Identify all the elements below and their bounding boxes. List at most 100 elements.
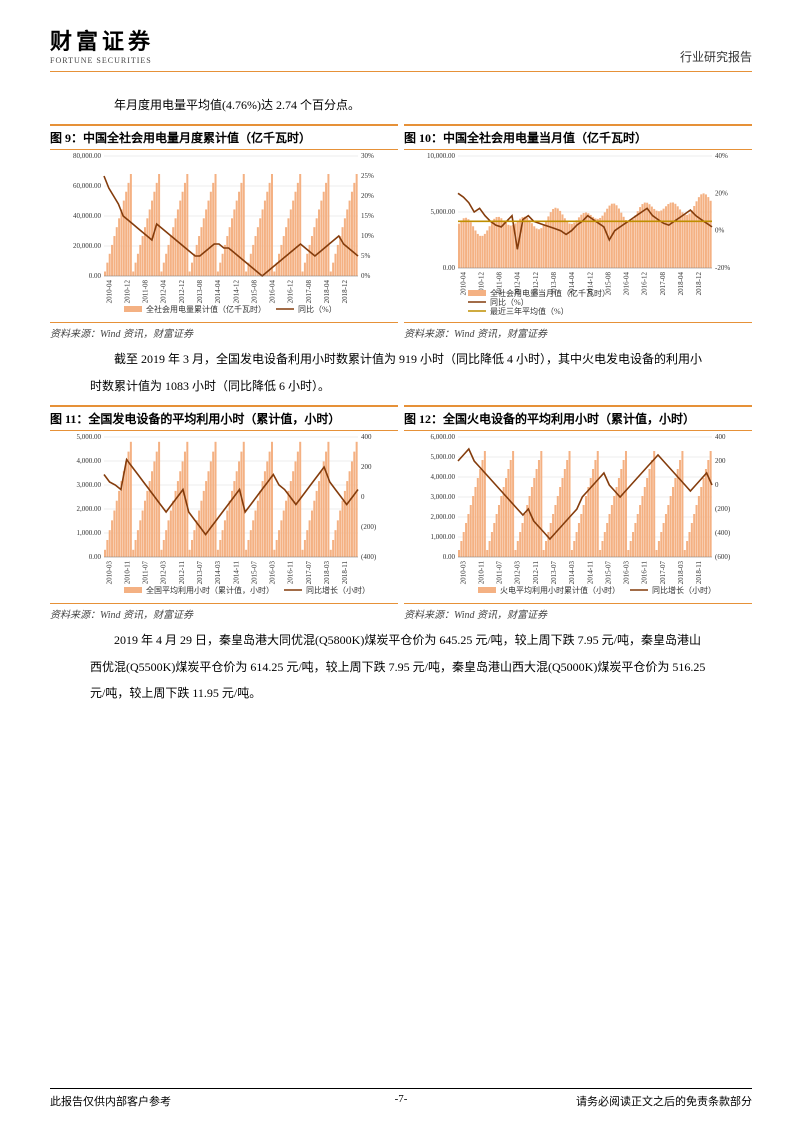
svg-text:5,000.00: 5,000.00 [431, 453, 456, 461]
svg-text:2015-07: 2015-07 [250, 561, 258, 585]
svg-text:200: 200 [715, 457, 726, 465]
svg-text:2012-11: 2012-11 [532, 561, 540, 585]
svg-text:2016-03: 2016-03 [623, 561, 631, 585]
svg-text:1,000.00: 1,000.00 [77, 529, 102, 537]
svg-text:3,000.00: 3,000.00 [431, 493, 456, 501]
svg-text:10,000.00: 10,000.00 [427, 152, 456, 160]
svg-text:15%: 15% [361, 212, 374, 220]
svg-text:4,000.00: 4,000.00 [431, 473, 456, 481]
page-footer: 此报告仅供内部客户参考 -7- 请务必阅读正文之后的免责条款部分 [50, 1088, 752, 1109]
svg-text:2,000.00: 2,000.00 [431, 513, 456, 521]
svg-text:2016-03: 2016-03 [269, 561, 277, 585]
svg-text:60,000.00: 60,000.00 [73, 182, 102, 190]
fig12-source: 资料来源：Wind 资讯，财富证券 [404, 603, 752, 621]
fig10-block: 图 10：中国全社会用电量当月值（亿千瓦时） 0.00 5,000.00 10,00… [404, 124, 752, 340]
fig12-title: 图 12：全国火电设备的平均利用小时（累计值，小时） [404, 405, 752, 431]
svg-text:(400): (400) [715, 529, 731, 537]
svg-text:0%: 0% [715, 227, 725, 235]
svg-text:2017-07: 2017-07 [659, 561, 667, 585]
svg-text:同比（%）: 同比（%） [490, 297, 529, 307]
svg-text:2013-08: 2013-08 [196, 280, 204, 304]
svg-text:(400): (400) [361, 553, 377, 561]
svg-text:(200): (200) [715, 505, 731, 513]
svg-text:2011-07: 2011-07 [142, 561, 150, 585]
svg-text:2012-04: 2012-04 [160, 280, 168, 304]
svg-text:20,000.00: 20,000.00 [73, 242, 102, 250]
svg-text:2010-03: 2010-03 [459, 561, 467, 585]
fig-row-2: 图 11：全国发电设备的平均利用小时（累计值，小时） 0.001,000.002… [50, 405, 752, 621]
svg-text:2010-04: 2010-04 [459, 272, 467, 296]
svg-text:10%: 10% [361, 232, 374, 240]
svg-text:2018-03: 2018-03 [677, 561, 685, 585]
intro-text-1: 年月度用电量平均值(4.76%)达 2.74 个百分点。 [50, 92, 752, 118]
svg-text:40%: 40% [715, 152, 728, 160]
fig-row-1: 图 9：中国全社会用电量月度累计值（亿千瓦时） 0.00 20,000.00 40,… [50, 124, 752, 340]
footer-right: 请务必阅读正文之后的免责条款部分 [576, 1093, 752, 1109]
fig10-chart: 0.005,000.0010,000.00-20%0%20%40%2010-04… [404, 150, 752, 320]
svg-text:2015-08: 2015-08 [250, 280, 258, 304]
svg-text:(600): (600) [715, 553, 731, 561]
svg-text:2014-03: 2014-03 [214, 561, 222, 585]
svg-text:2014-11: 2014-11 [586, 561, 594, 585]
svg-text:2018-12: 2018-12 [341, 280, 349, 304]
fig9-title: 图 9：中国全社会用电量月度累计值（亿千瓦时） [50, 124, 398, 150]
fig12-chart: 0.001,000.002,000.003,000.004,000.005,00… [404, 431, 752, 601]
fig10-title: 图 10：中国全社会用电量当月值（亿千瓦时） [404, 124, 752, 150]
svg-text:2014-04: 2014-04 [214, 280, 222, 304]
svg-text:5,000.00: 5,000.00 [77, 433, 102, 441]
svg-text:2010-03: 2010-03 [105, 561, 113, 585]
svg-text:3,000.00: 3,000.00 [77, 481, 102, 489]
svg-text:40,000.00: 40,000.00 [73, 212, 102, 220]
svg-text:0: 0 [715, 481, 719, 489]
fig12-block: 图 12：全国火电设备的平均利用小时（累计值，小时） 0.001,000.002… [404, 405, 752, 621]
svg-text:同比（%）: 同比（%） [298, 304, 337, 314]
svg-text:400: 400 [715, 433, 726, 441]
svg-text:2018-11: 2018-11 [341, 561, 349, 585]
para3: 2019 年 4 月 29 日，秦皇岛港大同优混(Q5800K)煤炭平仓价为 6… [50, 627, 752, 706]
svg-text:2017-08: 2017-08 [305, 280, 313, 304]
svg-text:2016-11: 2016-11 [287, 561, 295, 585]
svg-text:0.00: 0.00 [89, 272, 102, 280]
svg-text:4,000.00: 4,000.00 [77, 457, 102, 465]
fig11-chart: 0.001,000.002,000.003,000.004,000.005,00… [50, 431, 398, 601]
svg-text:1,000.00: 1,000.00 [431, 533, 456, 541]
svg-text:5%: 5% [361, 252, 371, 260]
svg-text:2015-07: 2015-07 [604, 561, 612, 585]
svg-text:2017-07: 2017-07 [305, 561, 313, 585]
svg-text:2010-04: 2010-04 [105, 280, 113, 304]
svg-text:0%: 0% [361, 272, 371, 280]
svg-text:2012-12: 2012-12 [178, 280, 186, 304]
svg-text:2010-11: 2010-11 [123, 561, 131, 585]
svg-text:2017-08: 2017-08 [659, 272, 667, 296]
svg-text:2011-07: 2011-07 [496, 561, 504, 585]
page-header: 财富证券 FORTUNE SECURITIES 行业研究报告 [50, 24, 752, 72]
svg-text:2016-12: 2016-12 [641, 272, 649, 296]
svg-text:全社会用电量累计值（亿千瓦时）: 全社会用电量累计值（亿千瓦时） [146, 304, 266, 314]
svg-text:(200): (200) [361, 523, 377, 531]
brand-block: 财富证券 FORTUNE SECURITIES [50, 24, 154, 65]
brand-en: FORTUNE SECURITIES [50, 56, 154, 65]
svg-text:全社会用电量当月值（亿千瓦时）: 全社会用电量当月值（亿千瓦时） [490, 288, 610, 298]
svg-text:0: 0 [361, 493, 365, 501]
svg-text:2011-08: 2011-08 [142, 280, 150, 304]
svg-text:2010-12: 2010-12 [123, 280, 131, 304]
svg-text:2014-11: 2014-11 [232, 561, 240, 585]
fig9-source: 资料来源：Wind 资讯，财富证券 [50, 322, 398, 340]
svg-text:400: 400 [361, 433, 372, 441]
svg-text:同比增长（小时）: 同比增长（小时） [306, 585, 370, 595]
svg-text:2013-07: 2013-07 [550, 561, 558, 585]
fig11-source: 资料来源：Wind 资讯，财富证券 [50, 603, 398, 621]
svg-text:0.00: 0.00 [443, 264, 456, 272]
svg-text:2018-12: 2018-12 [695, 272, 703, 296]
svg-text:200: 200 [361, 463, 372, 471]
svg-text:30%: 30% [361, 152, 374, 160]
svg-text:2014-12: 2014-12 [232, 280, 240, 304]
svg-text:2,000.00: 2,000.00 [77, 505, 102, 513]
svg-text:2012-11: 2012-11 [178, 561, 186, 585]
brand-cn: 财富证券 [50, 24, 154, 56]
svg-text:最近三年平均值（%）: 最近三年平均值（%） [490, 306, 569, 316]
svg-text:火电平均利用小时累计值（小时）: 火电平均利用小时累计值（小时） [500, 585, 620, 595]
svg-text:5,000.00: 5,000.00 [431, 208, 456, 216]
fig11-title: 图 11：全国发电设备的平均利用小时（累计值，小时） [50, 405, 398, 431]
svg-text:20%: 20% [715, 190, 728, 198]
